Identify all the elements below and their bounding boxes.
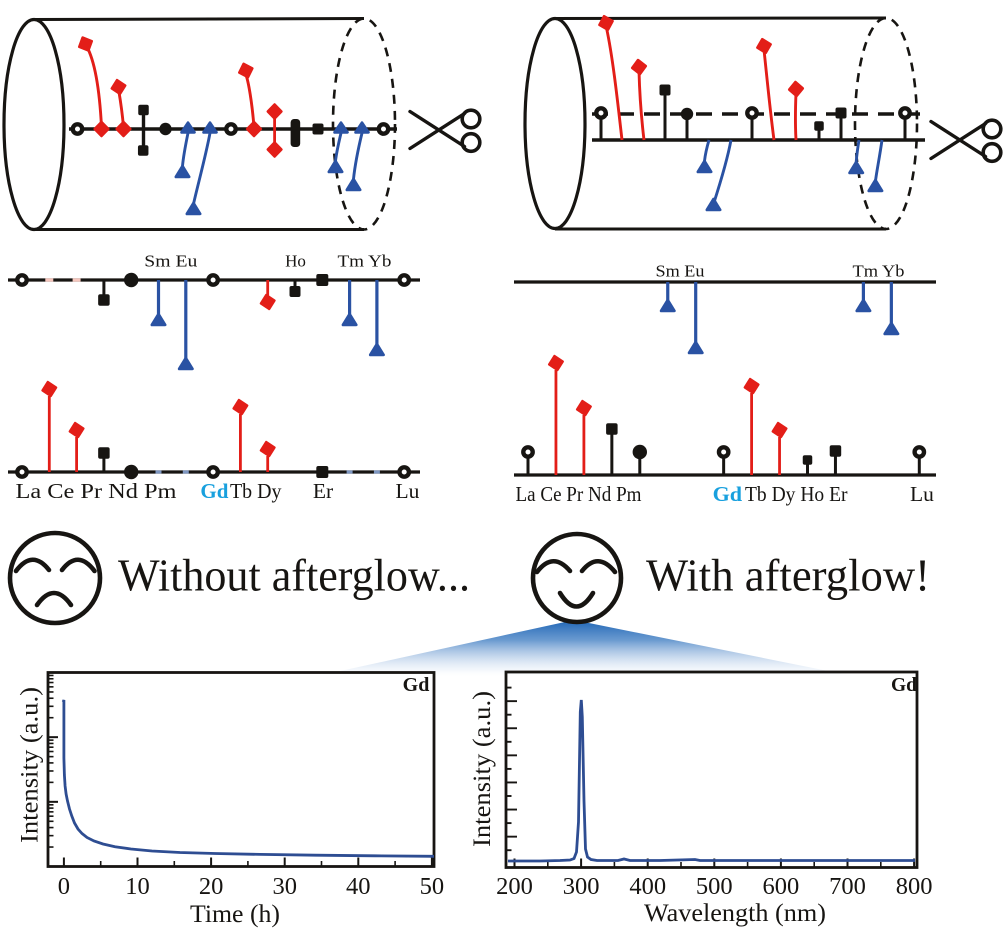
svg-text:Ho: Ho bbox=[285, 252, 306, 271]
svg-text:With afterglow!: With afterglow! bbox=[646, 550, 930, 601]
svg-text:20: 20 bbox=[199, 873, 224, 900]
svg-text:Gd: Gd bbox=[200, 479, 228, 503]
svg-text:Time (h): Time (h) bbox=[190, 899, 280, 928]
svg-text:La Ce Pr Nd Pm: La Ce Pr Nd Pm bbox=[16, 479, 177, 503]
svg-text:Intensity (a.u.): Intensity (a.u.) bbox=[15, 687, 44, 843]
svg-text:300: 300 bbox=[563, 873, 600, 900]
svg-text:30: 30 bbox=[272, 873, 297, 900]
svg-text:200: 200 bbox=[496, 873, 533, 900]
svg-text:50: 50 bbox=[420, 873, 445, 900]
svg-text:700: 700 bbox=[829, 873, 866, 900]
svg-text:Lu: Lu bbox=[396, 479, 420, 503]
svg-text:Wavelength (nm): Wavelength (nm) bbox=[644, 898, 826, 927]
svg-text:500: 500 bbox=[696, 873, 733, 900]
svg-text:La Ce Pr Nd Pm: La Ce Pr Nd Pm bbox=[516, 482, 642, 506]
svg-text:Gd: Gd bbox=[403, 674, 430, 696]
svg-text:Sm Eu: Sm Eu bbox=[656, 262, 706, 281]
svg-text:Tm Yb: Tm Yb bbox=[338, 252, 392, 271]
svg-text:Tm Yb: Tm Yb bbox=[853, 262, 905, 281]
svg-text:0: 0 bbox=[58, 873, 70, 900]
svg-text:Gd: Gd bbox=[891, 675, 917, 696]
svg-text:Gd: Gd bbox=[713, 482, 743, 506]
svg-text:10: 10 bbox=[125, 873, 150, 900]
svg-text:Er: Er bbox=[313, 479, 333, 503]
svg-text:Tb Dy: Tb Dy bbox=[230, 479, 282, 503]
svg-text:Lu: Lu bbox=[910, 482, 934, 506]
svg-text:Sm Eu: Sm Eu bbox=[144, 252, 198, 271]
svg-text:400: 400 bbox=[629, 873, 666, 900]
svg-text:800: 800 bbox=[896, 873, 933, 900]
svg-text:40: 40 bbox=[346, 873, 371, 900]
svg-text:Intensity (a.u.): Intensity (a.u.) bbox=[467, 691, 496, 847]
svg-text:Without afterglow...: Without afterglow... bbox=[118, 550, 470, 601]
svg-text:600: 600 bbox=[763, 873, 800, 900]
svg-text:Tb Dy Ho Er: Tb Dy Ho Er bbox=[745, 482, 848, 506]
